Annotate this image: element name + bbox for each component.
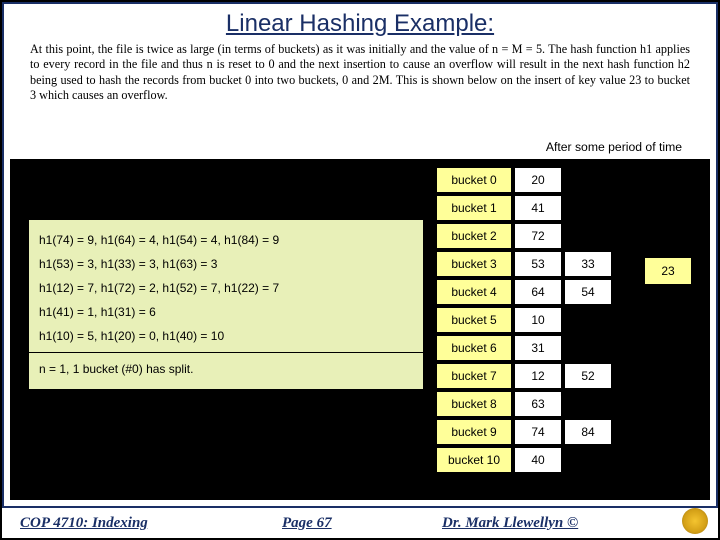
bucket-label: bucket 0 bbox=[436, 167, 512, 193]
bucket-value: 41 bbox=[514, 195, 562, 221]
footer-author: Dr. Mark Llewellyn © bbox=[442, 515, 578, 532]
bucket-value: 54 bbox=[564, 279, 612, 305]
footer-page: Page 67 bbox=[282, 515, 332, 532]
bucket-row: bucket 97484 bbox=[436, 419, 614, 447]
bucket-label: bucket 8 bbox=[436, 391, 512, 417]
bucket-label: bucket 4 bbox=[436, 279, 512, 305]
bucket-value: 10 bbox=[514, 307, 562, 333]
bucket-value: 52 bbox=[564, 363, 612, 389]
footer-course: COP 4710: Indexing bbox=[20, 515, 148, 532]
bucket-row: bucket 510 bbox=[436, 307, 614, 335]
bucket-value: 31 bbox=[514, 335, 562, 361]
content-black-region: h1(74) = 9, h1(64) = 4, h1(54) = 4, h1(8… bbox=[10, 159, 710, 500]
bucket-label: bucket 9 bbox=[436, 419, 512, 445]
bucket-value: 53 bbox=[514, 251, 562, 277]
bucket-row: bucket 141 bbox=[436, 195, 614, 223]
bucket-row: bucket 863 bbox=[436, 391, 614, 419]
bucket-value: 64 bbox=[514, 279, 562, 305]
hash-summary-line: n = 1, 1 bucket (#0) has split. bbox=[39, 357, 413, 381]
bucket-value: 74 bbox=[514, 419, 562, 445]
bucket-row: bucket 272 bbox=[436, 223, 614, 251]
bucket-row: bucket 1040 bbox=[436, 447, 614, 475]
hash-line: h1(10) = 5, h1(20) = 0, h1(40) = 10 bbox=[39, 324, 413, 348]
bucket-value: 72 bbox=[514, 223, 562, 249]
bucket-label: bucket 10 bbox=[436, 447, 512, 473]
bucket-label: bucket 6 bbox=[436, 335, 512, 361]
hash-function-box: h1(74) = 9, h1(64) = 4, h1(54) = 4, h1(8… bbox=[28, 219, 424, 390]
overflow-connector bbox=[612, 270, 644, 272]
hash-line: h1(12) = 7, h1(72) = 2, h1(52) = 7, h1(2… bbox=[39, 276, 413, 300]
overflow-cell: 23 bbox=[644, 257, 692, 285]
hash-line: h1(41) = 1, h1(31) = 6 bbox=[39, 300, 413, 324]
bucket-label: bucket 2 bbox=[436, 223, 512, 249]
bucket-label: bucket 5 bbox=[436, 307, 512, 333]
bucket-row: bucket 631 bbox=[436, 335, 614, 363]
bucket-row: bucket 35333 bbox=[436, 251, 614, 279]
slide-title: Linear Hashing Example: bbox=[4, 4, 716, 42]
bucket-label: bucket 3 bbox=[436, 251, 512, 277]
ucf-logo-icon bbox=[682, 508, 708, 534]
body-paragraph: At this point, the file is twice as larg… bbox=[4, 42, 716, 103]
bucket-value: 40 bbox=[514, 447, 562, 473]
slide-frame: Linear Hashing Example: At this point, t… bbox=[2, 2, 718, 538]
bucket-value: 12 bbox=[514, 363, 562, 389]
bucket-value: 20 bbox=[514, 167, 562, 193]
hash-line: h1(53) = 3, h1(33) = 3, h1(63) = 3 bbox=[39, 252, 413, 276]
bucket-value: 63 bbox=[514, 391, 562, 417]
hashbox-divider bbox=[29, 352, 423, 353]
bucket-row: bucket 46454 bbox=[436, 279, 614, 307]
bucket-value: 84 bbox=[564, 419, 612, 445]
bucket-label: bucket 7 bbox=[436, 363, 512, 389]
after-note: After some period of time bbox=[546, 140, 682, 154]
bucket-label: bucket 1 bbox=[436, 195, 512, 221]
bucket-table: bucket 020bucket 141bucket 272bucket 353… bbox=[436, 167, 614, 475]
bucket-value: 33 bbox=[564, 251, 612, 277]
bucket-row: bucket 020 bbox=[436, 167, 614, 195]
hash-line: h1(74) = 9, h1(64) = 4, h1(54) = 4, h1(8… bbox=[39, 228, 413, 252]
slide-footer: COP 4710: Indexing Page 67 Dr. Mark Llew… bbox=[2, 506, 718, 538]
bucket-row: bucket 71252 bbox=[436, 363, 614, 391]
